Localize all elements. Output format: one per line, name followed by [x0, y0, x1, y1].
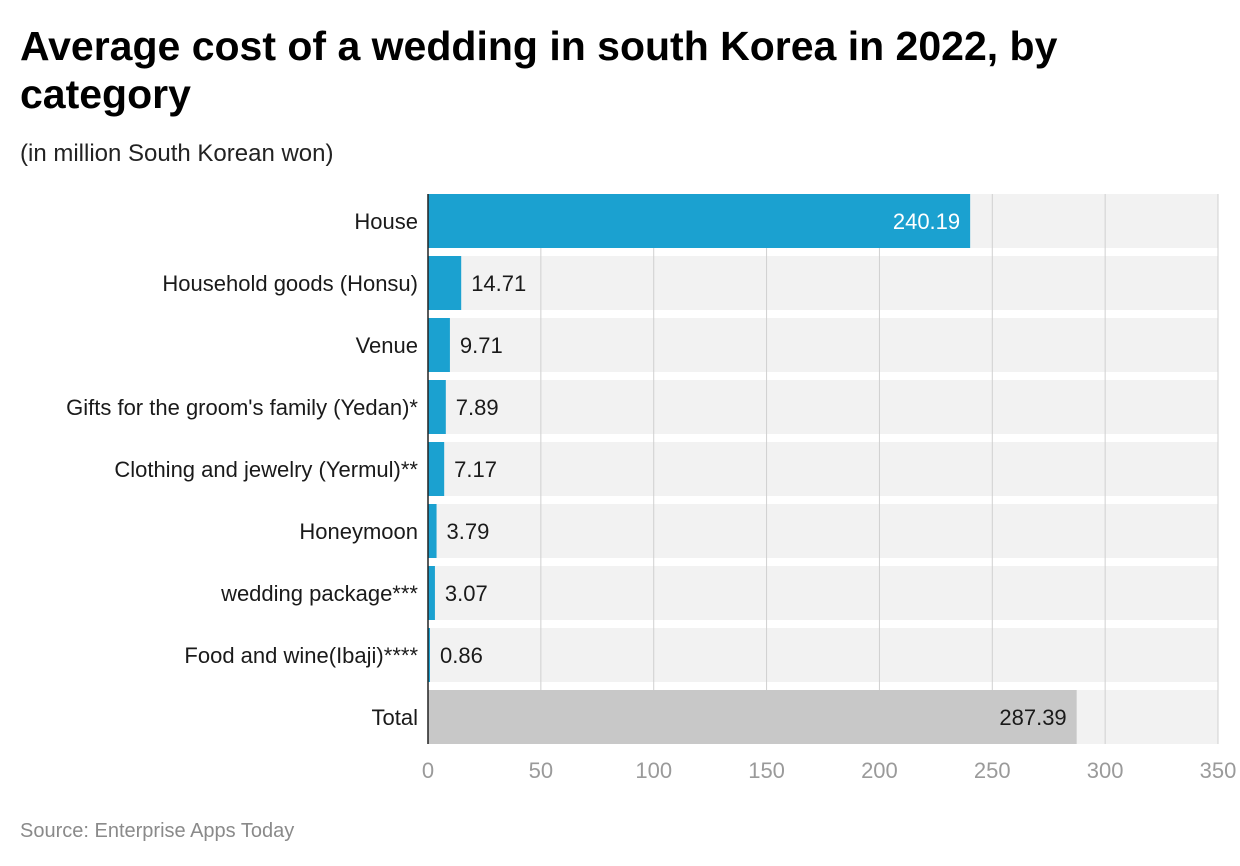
category-label: House: [354, 209, 418, 234]
bar: [428, 504, 437, 558]
value-label: 3.07: [445, 581, 488, 606]
category-label: Household goods (Honsu): [162, 271, 418, 296]
total-bar: [428, 690, 1077, 744]
row-background: [428, 504, 1218, 558]
x-tick-label: 350: [1200, 758, 1237, 783]
value-label: 0.86: [440, 643, 483, 668]
gridlines: [540, 194, 1219, 744]
value-labels: 240.19 14.71 9.71 7.89 7.17 3.79 3.07 0.86 287.3…: [440, 209, 1067, 730]
x-axis-ticks: 0 50 100 150 200 250 300 350: [422, 758, 1236, 783]
value-label: 9.71: [460, 333, 503, 358]
category-label: Clothing and jewelry (Yermul)**: [114, 457, 418, 482]
source-note: Source: Enterprise Apps Today: [20, 820, 295, 842]
category-label: wedding package***: [220, 581, 418, 606]
row-background: [428, 442, 1218, 496]
row-background: [428, 256, 1218, 310]
category-label: Total: [372, 705, 418, 730]
bar: [428, 380, 446, 434]
value-label: 3.79: [447, 519, 490, 544]
bar-chart: 240.19 14.71 9.71 7.89 7.17 3.79 3.07 0.86 287.3…: [66, 194, 1236, 783]
row-background: [428, 566, 1218, 620]
bar: [428, 256, 462, 310]
category-labels: House Household goods (Honsu) Venue Gifts f…: [66, 209, 418, 730]
x-tick-label: 100: [635, 758, 672, 783]
chart-subtitle: (in million South Korean won): [20, 140, 334, 167]
row-backgrounds: [428, 194, 1218, 744]
category-label: Gifts for the groom's family (Yedan)*: [66, 395, 418, 420]
bar: [428, 566, 435, 620]
row-background: [428, 628, 1218, 682]
category-label: Food and wine(Ibaji)****: [184, 643, 418, 668]
x-tick-label: 250: [974, 758, 1011, 783]
bar: [428, 318, 450, 372]
x-tick-label: 150: [748, 758, 785, 783]
x-tick-label: 300: [1087, 758, 1124, 783]
row-background: [428, 318, 1218, 372]
bar: [428, 442, 445, 496]
chart-title: Average cost of a wedding in south Korea…: [20, 23, 1058, 117]
value-label: 14.71: [471, 271, 526, 296]
value-label: 7.17: [454, 457, 497, 482]
value-label: 7.89: [456, 395, 499, 420]
x-tick-label: 200: [861, 758, 898, 783]
category-label: Honeymoon: [299, 519, 418, 544]
bars: [428, 194, 1077, 744]
row-background: [428, 380, 1218, 434]
bar: [428, 628, 430, 682]
category-label: Venue: [356, 333, 418, 358]
value-label: 287.39: [999, 705, 1066, 730]
x-tick-label: 50: [529, 758, 553, 783]
x-tick-label: 0: [422, 758, 434, 783]
value-label: 240.19: [893, 209, 960, 234]
bar: [428, 194, 971, 248]
